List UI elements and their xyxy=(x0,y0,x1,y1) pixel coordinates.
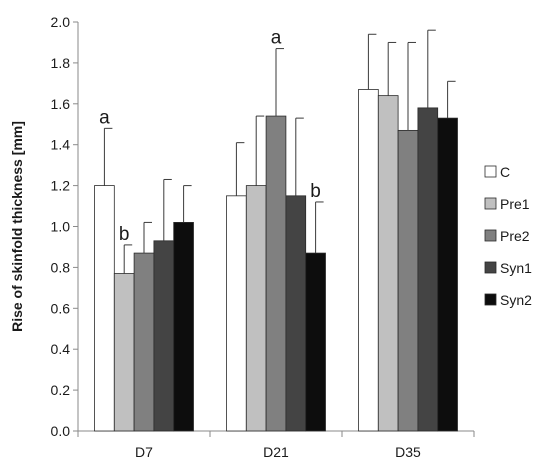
significance-letter: b xyxy=(310,181,321,202)
bar-syn2-d21 xyxy=(305,252,326,432)
bar-syn1-d35 xyxy=(417,107,439,432)
y-tick-label: 0.2 xyxy=(51,382,71,398)
legend-swatch xyxy=(484,165,497,178)
bar-pre2-d35 xyxy=(397,129,419,432)
y-tick-label: 1.4 xyxy=(51,137,71,153)
x-tick-label: D35 xyxy=(395,444,421,460)
legend: C Pre1 Pre2 Syn1 Syn2 xyxy=(484,164,532,308)
bars xyxy=(94,29,458,432)
y-tick-label: 1.0 xyxy=(51,219,71,235)
bar-pre1-d7 xyxy=(113,273,135,432)
bar-c-d21 xyxy=(226,195,247,432)
bar-syn2-d35 xyxy=(437,117,458,432)
bar-syn2-d7 xyxy=(173,222,194,432)
bar-pre2-d21 xyxy=(265,115,287,432)
y-tick-label: 1.8 xyxy=(51,55,71,71)
x-tick-label: D7 xyxy=(135,444,153,460)
y-tick-label: 0.6 xyxy=(51,300,71,316)
y-tick-label: 0.8 xyxy=(51,259,71,275)
legend-label: Pre2 xyxy=(500,228,530,244)
bar-pre2-d7 xyxy=(133,252,155,432)
y-tick-label: 1.2 xyxy=(51,178,71,194)
x-axis: D7 D21 D35 xyxy=(77,430,475,460)
significance-annotations: a b a b xyxy=(99,28,321,245)
y-axis-title: Rise of skinfold thickness [mm] xyxy=(9,121,25,332)
y-tick-label: 0.0 xyxy=(51,423,71,439)
bar-syn1-d7 xyxy=(153,240,175,432)
bar-pre1-d21 xyxy=(245,185,267,432)
y-tick-label: 1.6 xyxy=(51,96,71,112)
legend-swatch xyxy=(484,293,497,306)
significance-letter: a xyxy=(271,28,282,49)
legend-label: Syn2 xyxy=(500,292,532,308)
bar-c-d7 xyxy=(94,185,115,432)
bar-syn1-d21 xyxy=(285,195,307,432)
legend-label: Pre1 xyxy=(500,196,530,212)
x-tick-label: D21 xyxy=(263,444,289,460)
y-tick-label: 0.4 xyxy=(51,341,71,357)
y-tick-label: 2.0 xyxy=(51,14,71,30)
legend-swatch xyxy=(484,197,497,210)
legend-swatch xyxy=(484,261,497,274)
legend-label: C xyxy=(500,164,510,180)
y-axis: 0.0 0.2 0.4 0.6 0.8 1.0 1.2 1.4 1.6 1.8 2.0 xyxy=(51,14,79,439)
legend-label: Syn1 xyxy=(500,260,532,276)
bar-c-d35 xyxy=(358,89,379,432)
legend-swatch xyxy=(484,229,497,242)
significance-letter: a xyxy=(99,107,110,128)
significance-letter: b xyxy=(119,224,130,245)
bar-pre1-d35 xyxy=(377,95,399,432)
